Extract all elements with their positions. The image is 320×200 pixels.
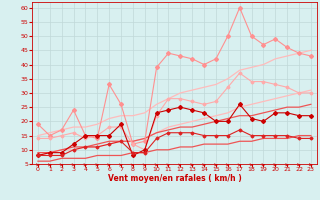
- X-axis label: Vent moyen/en rafales ( km/h ): Vent moyen/en rafales ( km/h ): [108, 174, 241, 183]
